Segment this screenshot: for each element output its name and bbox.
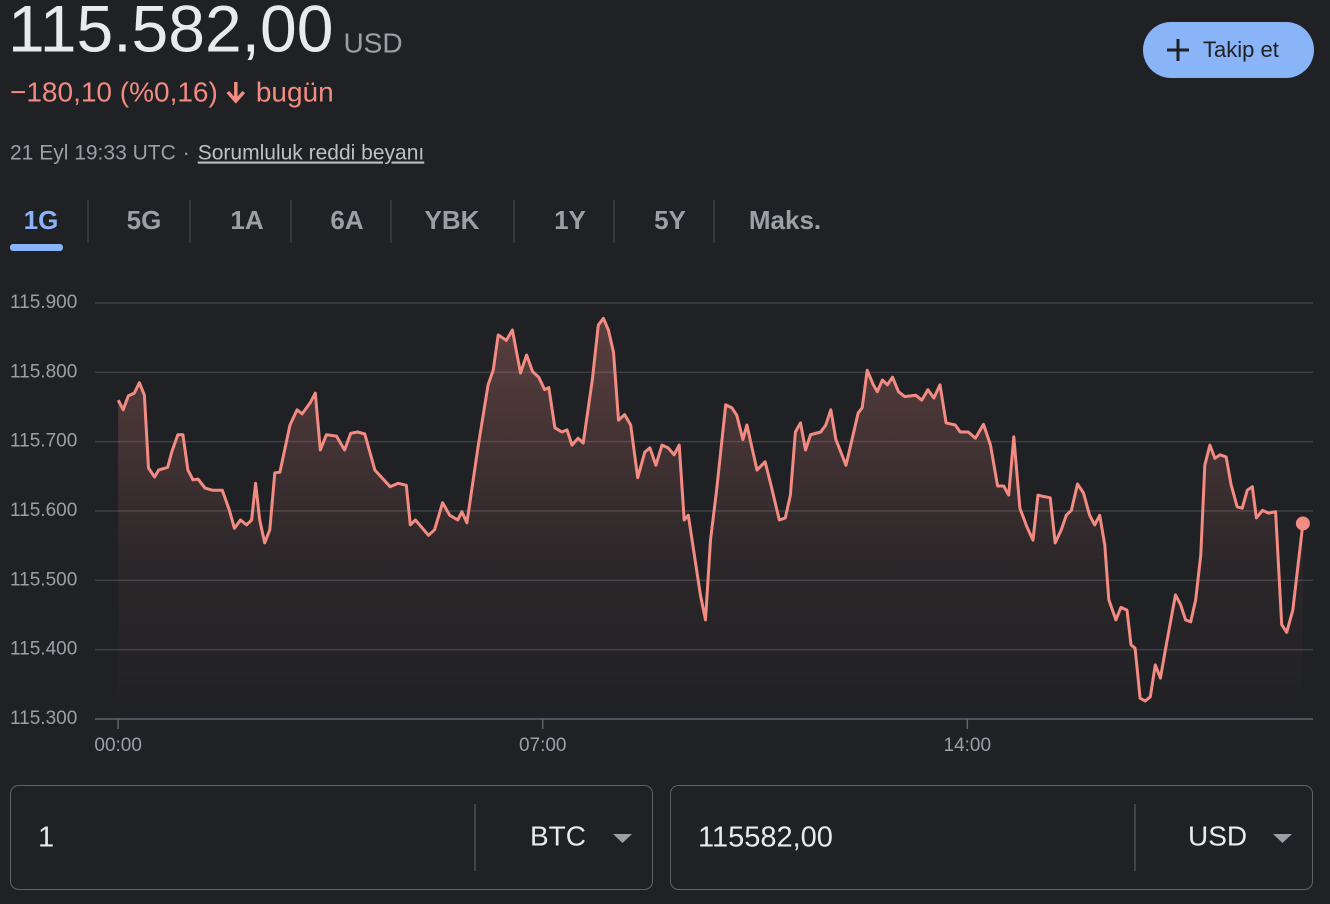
- disclaimer-link[interactable]: Sorumluluk reddi beyanı: [198, 142, 424, 165]
- dropdown-icon: [613, 834, 632, 843]
- price-change: −180,10 (%0,16): [10, 76, 218, 107]
- active-indicator: [10, 244, 63, 251]
- y-tick-label: 115.400: [10, 639, 77, 660]
- last-point: [1295, 516, 1310, 531]
- amount[interactable]: 1: [38, 822, 54, 854]
- x-tick-label: 14:00: [944, 735, 992, 756]
- down-arrow: [226, 82, 246, 104]
- range-tab[interactable]: 5G: [127, 205, 162, 235]
- range-tab[interactable]: 1G: [24, 205, 59, 235]
- y-tick-label: 115.800: [10, 361, 77, 382]
- change-period: bugün: [256, 76, 334, 107]
- range-tab[interactable]: 6A: [330, 205, 363, 235]
- currency: USD: [343, 27, 402, 58]
- y-tick-label: 115.700: [10, 431, 77, 452]
- y-tick-label: 115.300: [10, 708, 77, 729]
- button-bg: [1143, 22, 1314, 78]
- input-box[interactable]: [10, 785, 653, 890]
- separator: ·: [183, 142, 190, 165]
- chart: 115.300 115.400 115.500 115.600 115.700 115.8…: [10, 292, 1313, 756]
- plus-icon: [1167, 39, 1189, 61]
- follow-button[interactable]: Takip et: [1143, 22, 1314, 78]
- range-tab[interactable]: 5Y: [654, 205, 686, 235]
- range-tab[interactable]: 1A: [230, 205, 263, 235]
- button-label: Takip et: [1203, 37, 1279, 62]
- range-tab[interactable]: 1Y: [554, 205, 586, 235]
- y-tick-label: 115.500: [10, 569, 77, 590]
- input-box[interactable]: [670, 785, 1313, 890]
- dropdown-icon: [1273, 834, 1292, 843]
- y-tick-label: 115.600: [10, 500, 77, 521]
- range-tab[interactable]: Maks.: [749, 205, 821, 235]
- area-fill: [118, 318, 1303, 719]
- unit-select[interactable]: USD: [1188, 820, 1247, 851]
- x-tick-label: 07:00: [519, 735, 567, 756]
- y-tick-label: 115.900: [10, 292, 77, 313]
- price: 115.582,00: [8, 0, 333, 65]
- amount[interactable]: 115582,00: [698, 822, 833, 854]
- converter: 1 BTC 115582,00 USD: [10, 785, 1313, 890]
- range-tab[interactable]: YBK: [425, 205, 480, 235]
- range-tabs: 1G 5G 1A 6A YBK 1Y 5Y Maks.: [10, 200, 821, 251]
- price-line: [116, 316, 1305, 703]
- timestamp: 21 Eyl 19:33 UTC: [10, 142, 176, 165]
- unit-select[interactable]: BTC: [530, 820, 586, 851]
- x-tick-label: 00:00: [94, 735, 142, 756]
